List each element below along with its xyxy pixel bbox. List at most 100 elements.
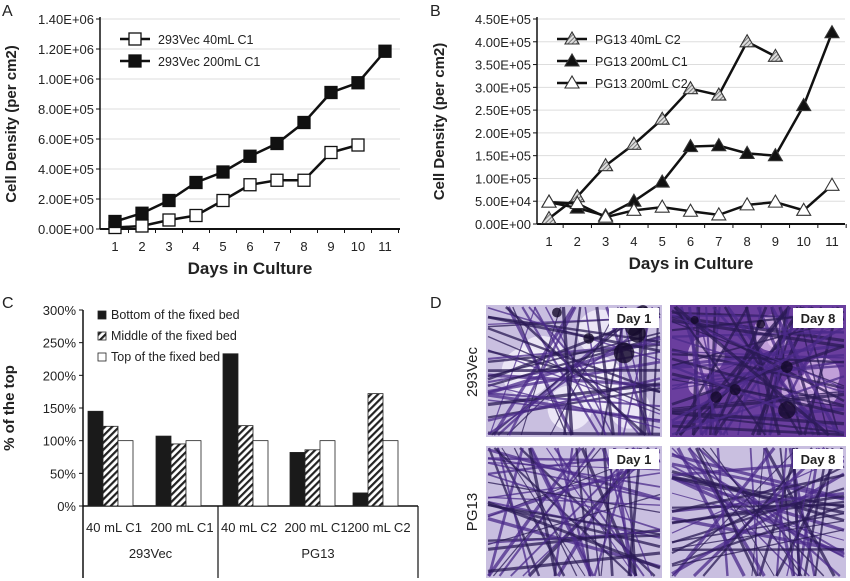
series-line-1 [548,32,834,218]
micrograph-fiber [702,447,813,577]
micrograph-fiber [671,476,845,515]
micrograph-fiber [764,447,836,577]
micrograph-fiber [528,447,594,577]
data-point [324,85,338,100]
x-tick-label: 4 [630,234,637,249]
y-tick-label: 4.00E+05 [475,35,531,50]
legend-marker [564,52,580,67]
legend-label: Bottom of the fixed bed [111,308,240,322]
data-point [795,202,812,216]
y-axis-title: Cell Density (per cm2) [3,45,20,203]
series-line-1 [114,50,386,223]
micrograph-fiber [487,457,661,488]
data-point [378,44,392,58]
bar [352,492,369,507]
day-label: Day 8 [801,452,836,467]
data-point [824,177,840,191]
micrograph-fiber [762,447,795,577]
micrograph-fiber [671,503,845,509]
x-tick-label: 3 [165,239,172,254]
category-label: 200 mL C1 [150,520,213,535]
y-axis-title: Cell Density (per cm2) [431,43,448,201]
legend-marker [564,30,580,45]
bar [155,435,172,507]
data-point [682,203,699,217]
y-tick-label: 1.00E+06 [38,72,94,87]
legend-label: 293Vec 200mL C1 [158,55,260,69]
data-point [541,194,557,208]
y-tick-label: 100% [43,434,77,449]
micrograph-fiber [695,447,759,577]
micrograph-fiber [671,357,845,407]
data-point [739,145,756,159]
micrograph-fiber [671,372,845,416]
series-line-0 [114,143,359,229]
x-tick-label: 5 [659,234,666,249]
micrograph-fiber [487,473,661,531]
micrograph-pg13-day1: Day 1 [486,446,662,578]
micrograph-fiber [671,336,845,394]
bar [117,440,134,507]
micrograph-fiber [671,491,845,513]
day-label-box [793,449,843,469]
y-tick-label: 4.50E+05 [475,12,531,27]
micrograph-fiber [671,494,845,525]
micrograph-fiber [786,447,818,577]
legend-label: PG13 40mL C2 [595,33,681,47]
micrograph-fiber [510,447,640,577]
data-point [739,196,756,211]
bar [304,449,321,507]
bar [102,425,119,507]
micrograph-fiber [528,447,558,577]
micrograph-fiber [622,306,654,436]
x-tick-label: 1 [545,234,552,249]
data-point [351,138,365,152]
bar [222,353,239,507]
data-point [216,193,230,208]
data-point [135,219,149,233]
micrograph-fiber [584,447,601,577]
micrograph-pg13-day8: Day 8 [670,446,846,578]
data-point [654,173,671,188]
micrograph-fiber [487,431,661,436]
micrograph-blob [552,307,562,318]
day-label: Day 1 [617,452,652,467]
legend-swatch [97,352,107,362]
bar [382,440,399,507]
micrograph-fiber [775,447,788,577]
bar [170,443,187,507]
data-point [216,165,230,179]
x-tick-label: 2 [138,239,145,254]
y-tick-label: 2.00E+05 [38,192,94,207]
y-tick-label: 1.50E+05 [475,149,531,164]
data-point [189,208,203,223]
y-tick-label: 0% [57,499,76,514]
data-point [795,97,812,112]
data-point [189,175,203,190]
y-tick-label: 1.20E+06 [38,42,94,57]
micrograph-fiber [487,382,661,407]
micrograph-fiber [593,447,635,577]
bar [319,440,336,507]
y-tick-label: 5.00E+04 [475,194,531,209]
day-label-box [793,308,843,328]
micrograph-fiber [487,472,661,499]
micrograph-fiber [487,530,661,544]
y-tick-label: 150% [43,401,77,416]
data-point [682,138,699,153]
data-point [654,111,671,125]
bar [252,440,269,507]
data-point [625,136,642,150]
y-tick-label: 200% [43,368,77,383]
data-point [324,145,338,160]
micrograph-fiber [487,504,661,536]
micrograph-fiber [671,321,845,387]
x-tick-label: 10 [796,234,810,249]
x-tick-label: 4 [192,239,199,254]
micrograph-blob [778,401,796,419]
micrograph-fiber [505,306,647,436]
micrograph-blob [729,384,741,396]
micrograph-fiber [671,512,845,543]
data-point [541,210,557,225]
